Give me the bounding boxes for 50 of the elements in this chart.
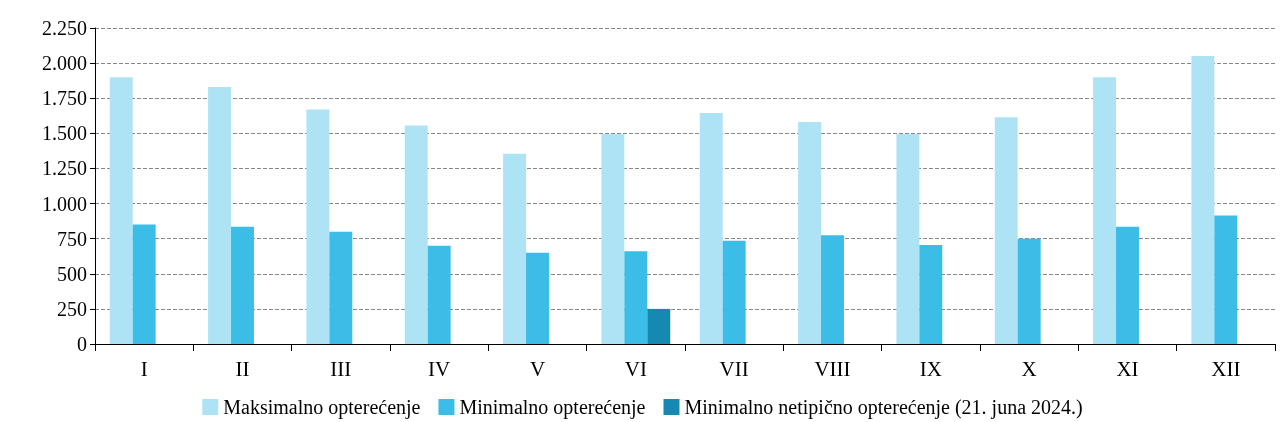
y-tick-label: 2.250 — [42, 17, 87, 39]
y-tick-label: 250 — [57, 297, 87, 320]
x-tick-label: IV — [428, 356, 451, 381]
bar — [306, 109, 330, 344]
bar — [601, 134, 625, 344]
y-tick-label: 1.750 — [42, 87, 87, 110]
x-tick-label: XII — [1211, 356, 1241, 381]
x-tick-label: VIII — [814, 356, 851, 381]
bar — [208, 86, 232, 344]
bar — [1191, 56, 1215, 344]
bar — [699, 112, 723, 344]
legend-label: Minimalno netipično opterećenje (21. juna 2024.) — [684, 396, 1083, 419]
y-tick-label: 1.250 — [42, 157, 87, 180]
bar — [1214, 215, 1238, 344]
legend-label: Maksimalno opterećenje — [223, 396, 421, 419]
x-tick-label: VI — [624, 356, 647, 381]
bar — [821, 235, 844, 344]
x-tick-label: I — [140, 356, 148, 381]
bar — [624, 251, 648, 344]
x-tick-label: VII — [719, 356, 749, 381]
bar — [1093, 77, 1117, 344]
bar — [647, 308, 671, 344]
bar — [132, 224, 156, 344]
y-tick-label: 1.000 — [42, 192, 87, 215]
legend-label: Minimalno opterećenje — [459, 396, 646, 419]
x-tick-label: X — [1021, 356, 1037, 381]
bar — [109, 77, 133, 344]
bar — [404, 125, 428, 344]
bar — [994, 117, 1018, 344]
bar — [722, 240, 746, 344]
bar — [427, 245, 451, 344]
x-tick-label: IX — [919, 356, 942, 381]
bar — [231, 226, 254, 344]
bar — [1017, 238, 1041, 344]
y-tick-label: 500 — [57, 262, 87, 285]
bar — [919, 244, 943, 344]
bar — [329, 231, 353, 344]
x-tick-label: V — [529, 356, 546, 381]
x-tick-label: III — [330, 356, 352, 381]
bar — [1116, 226, 1139, 344]
y-tick-label: 1.500 — [42, 122, 87, 145]
y-tick-label: 750 — [57, 227, 87, 250]
bar — [896, 134, 920, 344]
bar — [526, 252, 549, 344]
bar — [503, 153, 527, 344]
y-tick-label: 2.000 — [42, 52, 87, 75]
x-tick-label: XI — [1116, 356, 1139, 381]
x-tick-label: II — [235, 356, 250, 381]
y-tick-label: 0 — [77, 333, 87, 355]
bar — [798, 122, 822, 344]
